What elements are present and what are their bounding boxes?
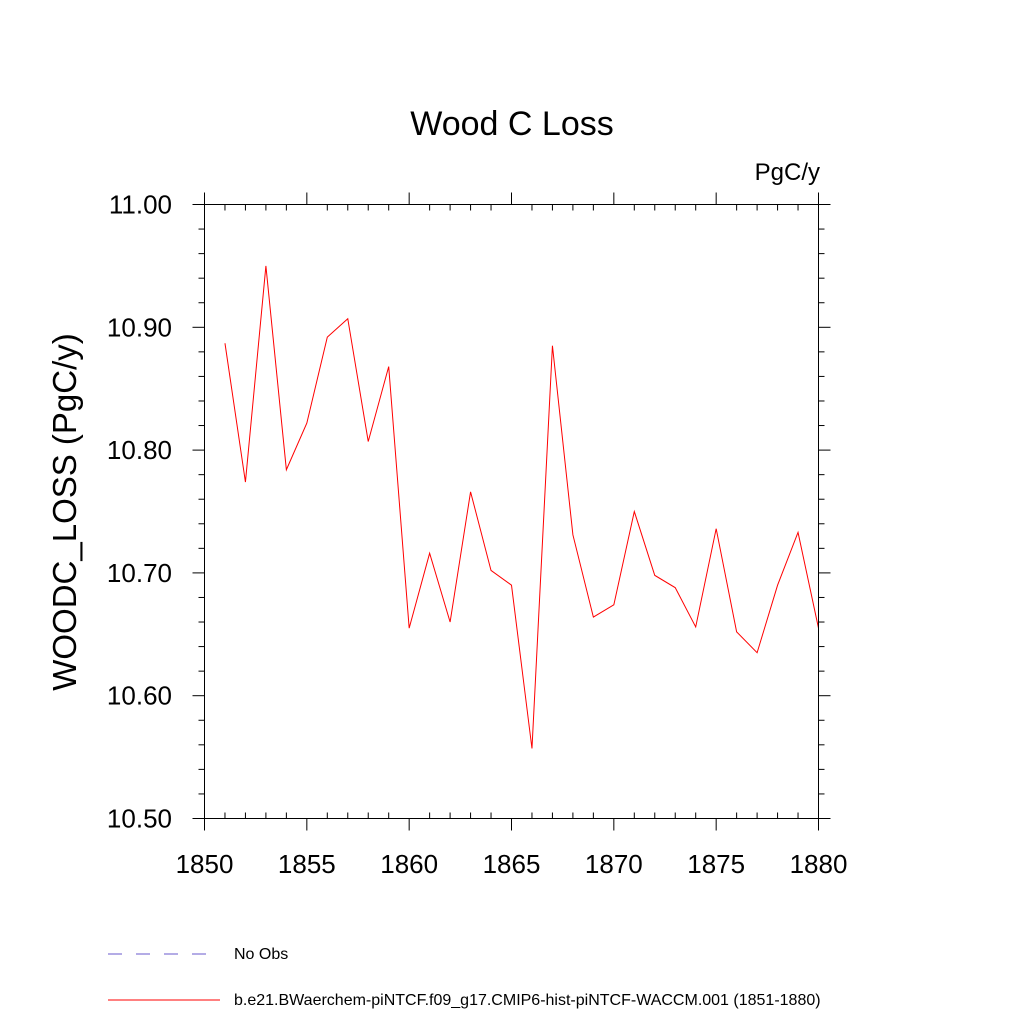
y-tick-label: 10.70 — [107, 558, 172, 588]
legend: No Obs b.e21.BWaerchem-piNTCF.f09_g17.CM… — [108, 946, 821, 1009]
y-axis-label: WOODC_LOSS (PgC/y) — [46, 333, 83, 691]
y-tick-label: 10.60 — [107, 681, 172, 711]
chart-title: Wood C Loss — [410, 105, 613, 143]
x-tick-label: 1850 — [176, 849, 234, 879]
x-tick-label: 1855 — [278, 849, 336, 879]
legend-label-model-run: b.e21.BWaerchem-piNTCF.f09_g17.CMIP6-his… — [234, 992, 821, 1009]
x-tick-label: 1875 — [687, 849, 745, 879]
axis-tick-labels: 1850 1855 1860 1865 1870 1875 1880 10.50 10.60 10… — [107, 190, 848, 880]
y-tick-label: 11.00 — [109, 190, 172, 220]
x-tick-label: 1880 — [790, 849, 848, 879]
y-tick-label: 10.80 — [107, 435, 172, 465]
x-tick-label: 1870 — [585, 849, 643, 879]
axis-ticks — [192, 192, 831, 831]
x-tick-label: 1860 — [380, 849, 438, 879]
y-tick-label: 10.50 — [107, 804, 172, 834]
x-tick-label: 1865 — [483, 849, 541, 879]
y-tick-label: 10.90 — [107, 312, 172, 342]
plot-frame — [204, 204, 819, 819]
series-layer — [224, 265, 819, 749]
series-line — [224, 265, 819, 749]
units-label: PgC/y — [755, 159, 820, 186]
legend-label-no-obs: No Obs — [234, 946, 288, 963]
